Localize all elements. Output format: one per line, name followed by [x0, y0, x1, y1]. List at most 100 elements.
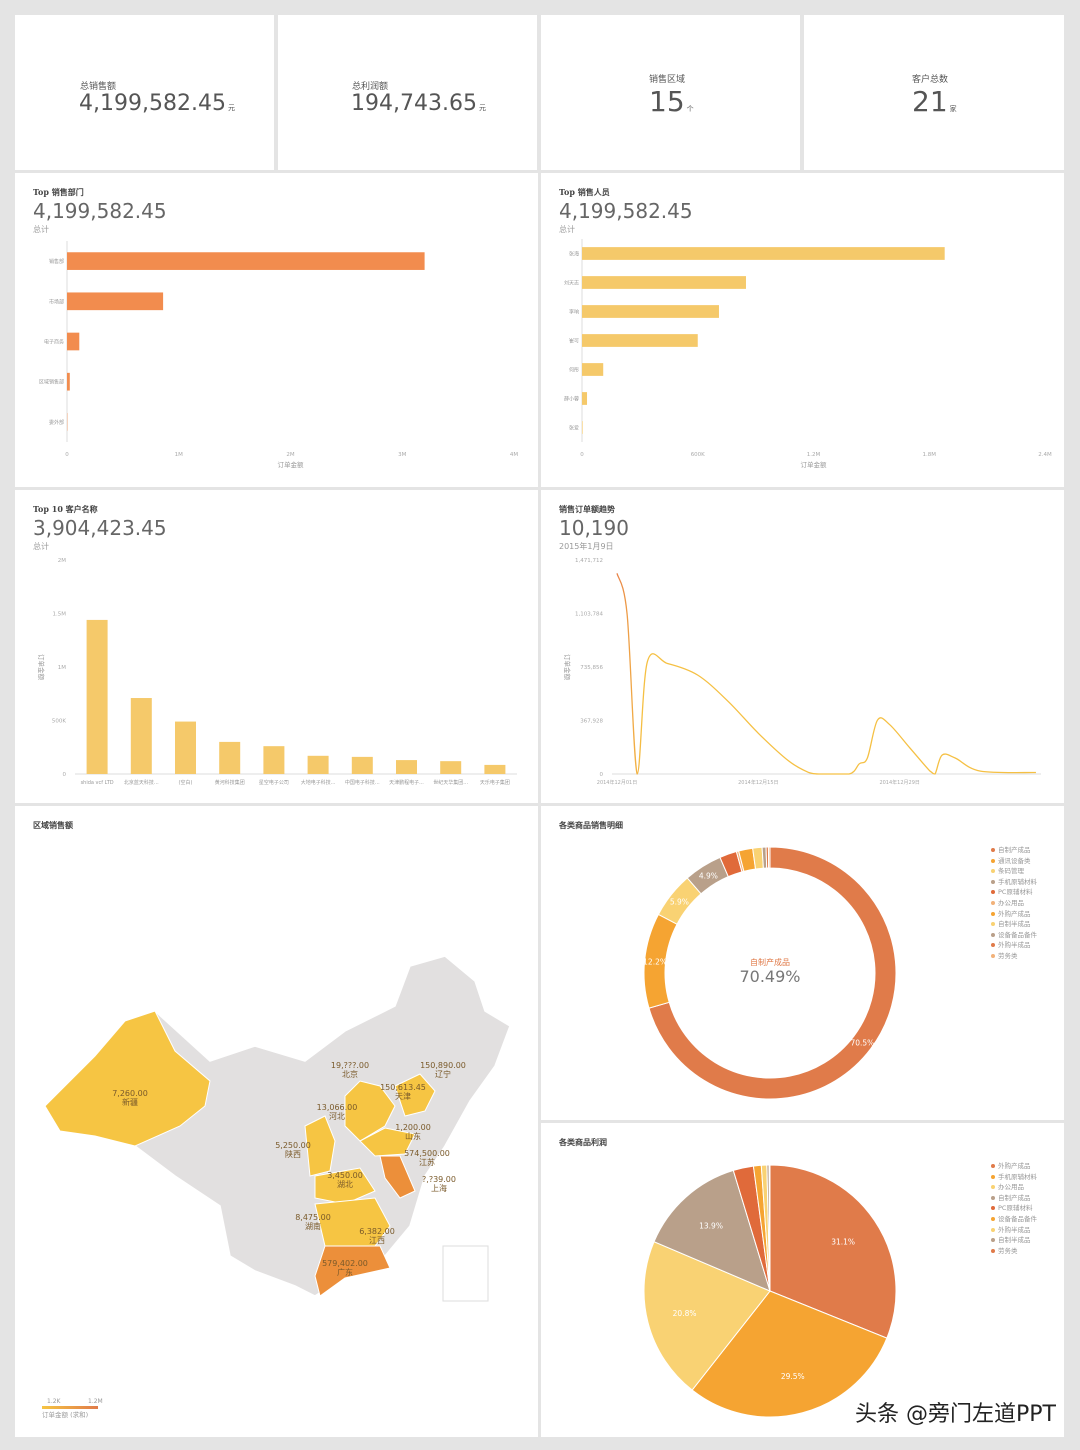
region-value: 574,500.00 — [404, 1149, 450, 1158]
legend-item[interactable]: 自制半成品 — [991, 919, 1037, 930]
category-label: 世纪天华集团... — [433, 779, 468, 786]
kpi-customer-count: 客户总数 21 家 — [804, 15, 1064, 170]
category-label: 中国电子科技... — [345, 779, 380, 786]
category-label: 市场部 — [49, 298, 64, 305]
legend-item[interactable]: 自制半成品 — [991, 1235, 1037, 1246]
pie-slice — [767, 846, 771, 869]
slice-label: 4.9% — [699, 871, 718, 880]
legend-label: 外购半成品 — [998, 941, 1031, 950]
panel-sales-trend: 销售订单额趋势 10,190 2015年1月9日 0 367,928 735,856… — [541, 490, 1064, 803]
legend-label: 外购半成品 — [998, 1225, 1031, 1234]
region-jiangsu-shanghai — [379, 1155, 416, 1199]
pie-slice — [653, 1169, 771, 1292]
y-tick-label: 0 — [63, 772, 67, 778]
legend-label: 外购产成品 — [998, 1162, 1031, 1170]
y-tick-label: 0 — [600, 772, 604, 778]
legend-swatch — [991, 879, 995, 884]
legend-item[interactable]: 劳务类 — [991, 1246, 1037, 1257]
y-tick-label: 1,103,784 — [575, 612, 603, 618]
legend-label: 外购产成品 — [998, 909, 1031, 918]
pie-legend: 外购产成品手机原辅材料 办公用品 自制产成品 PC原辅材料 设备备品备件 外购半成品 自制半… — [991, 1161, 1037, 1256]
panel-title: Top 销售部门 — [33, 187, 84, 197]
bar — [582, 421, 583, 434]
bar — [307, 755, 329, 774]
legend-swatch — [991, 922, 995, 927]
category-label: 大地电子科技... — [301, 779, 336, 786]
kpi-unit: 家 — [949, 105, 957, 113]
map-legend-gradient — [42, 1406, 98, 1409]
legend-item[interactable]: 手机原辅材料 — [991, 877, 1037, 888]
legend-swatch — [991, 900, 995, 905]
slice-label: 31.1% — [831, 1238, 855, 1247]
panel-top-departments: Top 销售部门 4,199,582.45 总计 销售部 市场部 电子商务 区域销售部… — [15, 173, 538, 487]
panel-total: 4,199,582.45 — [559, 199, 693, 223]
x-tick-label: 4M — [510, 452, 518, 458]
category-label: 北京蓝天科技... — [124, 779, 159, 786]
x-tick-label: 0 — [580, 452, 584, 458]
legend-item[interactable]: PC原辅材料 — [991, 887, 1037, 898]
category-label: 刘天志 — [564, 280, 579, 287]
legend-item[interactable]: 外购半成品 — [991, 940, 1037, 951]
x-axis-title: 订单金额 — [278, 460, 305, 469]
legend-item[interactable]: 办公用品 — [991, 1182, 1037, 1193]
bar — [175, 721, 196, 774]
legend-swatch — [991, 1195, 995, 1200]
legend-item[interactable]: 通讯设备类 — [991, 856, 1037, 867]
legend-item[interactable]: 办公用品 — [991, 898, 1037, 909]
legend-swatch — [991, 1206, 995, 1211]
kpi-label: 客户总数 — [912, 75, 949, 85]
legend-swatch — [991, 1164, 995, 1168]
region-hunan-jiangxi — [314, 1197, 391, 1247]
region-value: 1,200.00 — [395, 1123, 431, 1132]
category-label: 何彤 — [569, 367, 579, 374]
category-label: 崔可 — [569, 338, 579, 345]
legend-item[interactable]: 设备备品备件 — [991, 930, 1037, 941]
south-china-sea-inset — [442, 1245, 489, 1302]
legend-label: 劳务类 — [998, 951, 1018, 960]
legend-item[interactable]: 条码管理 — [991, 866, 1037, 877]
y-tick-label: 735,856 — [580, 665, 603, 671]
watermark: 头条 @旁门左道PPT — [855, 1402, 1056, 1427]
donut-center-label: 自制产成品 — [750, 957, 790, 967]
category-label: 张爱 — [569, 425, 579, 432]
kpi-unit: 元 — [478, 104, 486, 112]
legend-item[interactable]: 自制产成品 — [991, 1193, 1037, 1204]
kpi-number: 194,743.65 — [351, 91, 477, 116]
bar — [582, 276, 746, 289]
panel-subtitle: 2015年1月9日 — [559, 542, 614, 551]
legend-item[interactable]: 劳务类 — [991, 951, 1037, 962]
trend-line-chart: 0 367,928 735,856 1,103,784 1,471,712 订单金额 201… — [563, 558, 1041, 786]
legend-item[interactable]: 自制产成品 — [991, 845, 1037, 856]
region-name: 河北 — [329, 1111, 345, 1121]
region-name: 辽宁 — [435, 1069, 451, 1079]
region-liaoning — [394, 1073, 436, 1117]
region-value: 8,475.00 — [295, 1213, 331, 1222]
x-tick-label: 2M — [286, 452, 294, 458]
region-name: 江苏 — [419, 1157, 435, 1167]
legend-item[interactable]: 手机原辅材料 — [991, 1172, 1037, 1183]
y-tick-label: 2M — [58, 558, 66, 564]
region-name: 陕西 — [285, 1149, 301, 1159]
panel-title: Top 销售人员 — [559, 187, 610, 197]
legend-item[interactable]: 外购产成品 — [991, 1161, 1037, 1172]
legend-label: 通讯设备类 — [998, 856, 1031, 865]
pie-slice — [691, 1290, 888, 1418]
region-value: 19,???.00 — [331, 1061, 369, 1070]
legend-label: 办公用品 — [998, 898, 1024, 907]
legend-item[interactable]: 设备备品备件 — [991, 1214, 1037, 1225]
kpi-value: 21 家 — [912, 85, 957, 118]
legend-label: 设备备品备件 — [998, 1214, 1037, 1223]
bar — [67, 252, 425, 270]
region-name: 北京 — [342, 1069, 358, 1079]
category-label: 黄河科技集团 — [215, 779, 245, 786]
legend-label: 手机原辅材料 — [998, 1172, 1037, 1181]
kpi-number: 15 — [649, 85, 685, 118]
legend-item[interactable]: 外购半成品 — [991, 1225, 1037, 1236]
legend-item[interactable]: PC原辅材料 — [991, 1203, 1037, 1214]
x-tick-label: 1.2M — [807, 452, 821, 458]
region-shandong — [359, 1127, 416, 1157]
legend-item[interactable]: 外购产成品 — [991, 909, 1037, 920]
region-name: 上海 — [431, 1183, 447, 1193]
region-hubei — [314, 1167, 376, 1205]
